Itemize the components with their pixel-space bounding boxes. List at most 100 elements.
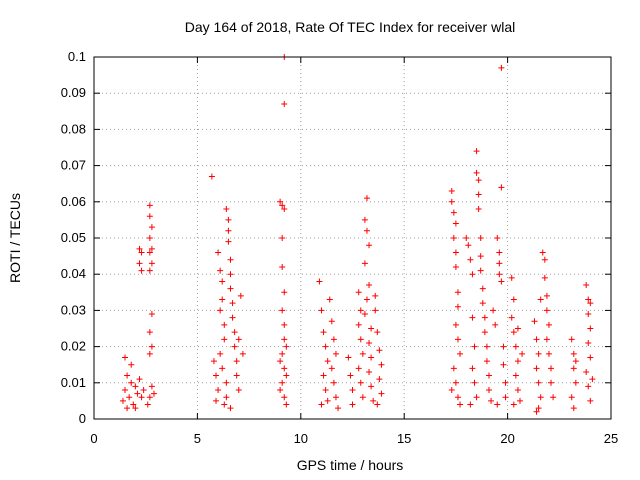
data-point: [146, 249, 153, 256]
data-point: [485, 372, 492, 379]
y-tick-label: 0: [79, 411, 86, 426]
data-point: [239, 350, 246, 357]
y-tick-label: 0.01: [61, 375, 86, 390]
data-point: [361, 311, 368, 318]
data-point: [500, 361, 507, 368]
data-point: [320, 372, 327, 379]
data-point: [488, 397, 495, 404]
data-point: [124, 405, 131, 412]
y-tick-label: 0.09: [61, 85, 86, 100]
data-point: [457, 350, 464, 357]
data-point: [361, 216, 368, 223]
data-point: [510, 296, 517, 303]
data-point: [221, 321, 228, 328]
data-point: [237, 292, 244, 299]
data-point: [475, 191, 482, 198]
data-point: [363, 195, 370, 202]
data-point: [210, 358, 217, 365]
data-point: [508, 274, 515, 281]
data-point: [148, 260, 155, 267]
scatter-points: [119, 54, 596, 415]
data-point: [494, 235, 501, 241]
data-point: [227, 285, 234, 292]
data-point: [283, 372, 290, 379]
data-point: [370, 397, 377, 404]
data-point: [471, 379, 478, 386]
data-point: [535, 405, 542, 412]
data-point: [357, 307, 364, 314]
data-point: [217, 307, 224, 314]
data-point: [514, 387, 521, 394]
data-point: [281, 394, 288, 401]
data-point: [481, 314, 488, 321]
data-point: [320, 329, 327, 336]
data-point: [481, 329, 488, 336]
data-point: [231, 329, 238, 336]
data-point: [221, 336, 228, 343]
data-point: [233, 372, 240, 379]
data-point: [279, 235, 286, 241]
data-point: [469, 365, 476, 372]
data-point: [473, 394, 480, 401]
data-point: [219, 365, 226, 372]
data-point: [583, 368, 590, 375]
data-point: [572, 358, 579, 365]
y-tick-label: 0.1: [68, 49, 86, 64]
data-point: [128, 379, 135, 386]
data-point: [223, 394, 230, 401]
data-point: [585, 296, 592, 303]
data-point: [502, 394, 509, 401]
data-point: [514, 358, 521, 365]
data-point: [512, 343, 519, 350]
data-point: [541, 274, 548, 281]
data-point: [450, 365, 457, 372]
data-point: [469, 271, 476, 278]
data-point: [332, 350, 339, 357]
data-point: [277, 198, 284, 205]
data-point: [150, 390, 157, 397]
x-tick-label: 15: [397, 431, 411, 446]
data-point: [213, 372, 220, 379]
data-point: [355, 365, 362, 372]
x-tick-label: 25: [604, 431, 618, 446]
data-point: [140, 387, 147, 394]
data-point: [124, 372, 131, 379]
data-point: [583, 282, 590, 289]
data-point: [448, 387, 455, 394]
data-point: [128, 361, 135, 368]
data-point: [279, 307, 286, 314]
y-tick-label: 0.02: [61, 339, 86, 354]
data-point: [215, 387, 222, 394]
data-point: [533, 408, 540, 415]
data-point: [492, 321, 499, 328]
data-point: [136, 245, 143, 252]
data-point: [279, 350, 286, 357]
data-point: [517, 397, 524, 404]
data-point: [225, 238, 232, 245]
x-tick-label: 10: [294, 431, 308, 446]
data-point: [473, 169, 480, 176]
data-point: [568, 394, 575, 401]
data-point: [138, 267, 145, 274]
data-point: [227, 256, 234, 263]
y-tick-label: 0.04: [61, 266, 86, 281]
data-point: [479, 285, 486, 292]
data-point: [585, 339, 592, 346]
data-point: [326, 296, 333, 303]
data-point: [496, 260, 503, 267]
data-point: [227, 271, 234, 278]
data-point: [498, 64, 505, 71]
data-point: [281, 289, 288, 296]
data-point: [281, 206, 288, 213]
data-point: [225, 216, 232, 223]
data-point: [454, 394, 461, 401]
data-point: [148, 343, 155, 350]
data-point: [361, 260, 368, 267]
data-point: [217, 267, 224, 274]
data-point: [463, 235, 470, 241]
data-point: [376, 376, 383, 383]
data-point: [510, 401, 517, 408]
data-point: [465, 242, 472, 249]
data-point: [122, 354, 129, 361]
